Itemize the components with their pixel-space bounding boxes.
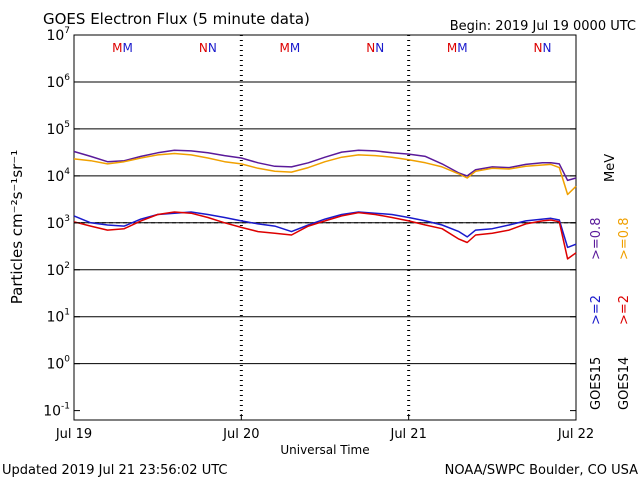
y-tick-base: 10 [46, 28, 64, 44]
marker-label: MM [447, 41, 468, 55]
marker-letter: M [457, 41, 467, 55]
series-goes15-p08 [73, 149, 577, 182]
marker-label: NN [366, 41, 384, 55]
y-tick-label: 103 [46, 214, 70, 232]
legend-goes14-p08: >=0.8 [617, 218, 632, 260]
legend-goes15-p08: >=0.8 [589, 218, 604, 260]
updated-timestamp: Updated 2019 Jul 21 23:56:02 UTC [2, 463, 227, 478]
credit-text: NOAA/SWPC Boulder, CO USA [445, 463, 638, 478]
y-tick-label: 106 [46, 73, 70, 91]
y-tick-label: 105 [46, 120, 70, 138]
marker-letter: M [290, 41, 300, 55]
legend-goes14-label: GOES14 [617, 357, 632, 410]
y-tick-exponent: 4 [64, 167, 70, 177]
marker-label: NN [534, 41, 552, 55]
y-tick-base: 10 [46, 216, 64, 232]
chart-title: GOES Electron Flux (5 minute data) [43, 10, 310, 28]
legend-goes15-label: GOES15 [589, 357, 604, 410]
y-tick-base: 10 [46, 169, 64, 185]
x-tick-label: Jul 20 [222, 427, 259, 442]
series-goes14-p08 [73, 152, 577, 196]
marker-letter: N [366, 41, 375, 55]
legend-unit: MeV [603, 154, 618, 182]
y-tick-label: 10-1 [43, 402, 70, 420]
grid-lines [74, 81, 576, 365]
begin-time: Begin: 2019 Jul 19 0000 UTC [450, 19, 636, 34]
y-tick-exponent: 1 [64, 308, 70, 318]
y-tick-base: 10 [46, 263, 64, 279]
x-axis-ticks: Jul 19 Jul 20 Jul 21 Jul 22 [55, 414, 594, 442]
marker-label: NN [199, 41, 217, 55]
y-tick-label: 107 [46, 26, 70, 44]
marker-letter: N [534, 41, 543, 55]
plot-frame [73, 34, 577, 421]
y-tick-base: 10 [46, 310, 64, 326]
y-tick-label: 102 [46, 261, 70, 279]
y-tick-label: 100 [46, 355, 70, 373]
series-goes14-p2 [73, 211, 577, 260]
marker-label: MM [280, 41, 301, 55]
y-tick-exponent: 0 [64, 355, 70, 365]
y-axis-label: Particles cm⁻²s⁻¹sr⁻¹ [8, 150, 26, 304]
y-tick-base: 10 [43, 404, 61, 420]
legend-goes15: GOES15 >=2 >=0.8 [589, 218, 604, 410]
y-tick-exponent: 6 [64, 73, 70, 83]
y-tick-exponent: -1 [61, 402, 70, 412]
y-tick-base: 10 [46, 357, 64, 373]
y-tick-exponent: 7 [64, 26, 70, 36]
y-tick-exponent: 3 [64, 214, 70, 224]
marker-letter: M [123, 41, 133, 55]
mn-markers: MM NN MM NN MM NN [112, 41, 551, 55]
marker-letter: N [199, 41, 208, 55]
marker-letter: N [208, 41, 217, 55]
y-tick-label: 104 [46, 167, 70, 185]
y-tick-exponent: 5 [64, 120, 70, 130]
marker-letter: M [112, 41, 122, 55]
legend-goes14-p2: >=2 [617, 295, 632, 325]
marker-letter: M [280, 41, 290, 55]
x-tick-label: Jul 19 [55, 427, 92, 442]
x-axis-label: Universal Time [280, 443, 369, 457]
marker-letter: N [543, 41, 552, 55]
flux-series [73, 149, 577, 260]
legend-goes14: GOES14 >=2 >=0.8 MeV [603, 154, 632, 410]
day-divider-ticks [239, 35, 411, 420]
x-tick-label: Jul 21 [389, 427, 426, 442]
legend-goes15-p2: >=2 [589, 295, 604, 325]
marker-letter: N [375, 41, 384, 55]
y-tick-base: 10 [46, 75, 64, 91]
y-tick-base: 10 [46, 122, 64, 138]
y-tick-label: 101 [46, 308, 70, 326]
marker-letter: M [447, 41, 457, 55]
y-tick-exponent: 2 [64, 261, 70, 271]
x-tick-label: Jul 22 [557, 427, 594, 442]
marker-label: MM [112, 41, 133, 55]
